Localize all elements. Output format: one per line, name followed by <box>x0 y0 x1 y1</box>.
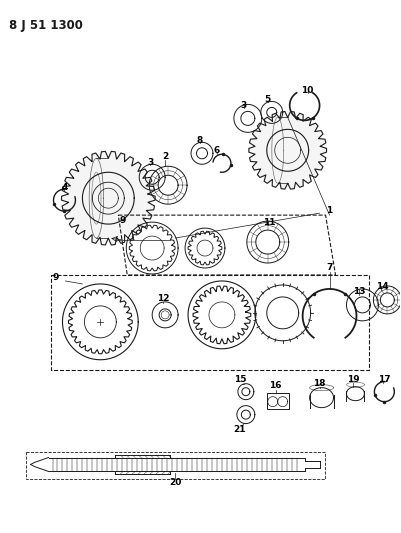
Text: 4: 4 <box>61 183 68 192</box>
Polygon shape <box>249 111 326 189</box>
Text: 10: 10 <box>302 86 314 95</box>
Text: 15: 15 <box>234 375 246 384</box>
Text: 20: 20 <box>169 478 181 487</box>
Text: 3: 3 <box>241 101 247 110</box>
Text: 16: 16 <box>269 381 282 390</box>
Text: 9: 9 <box>119 216 126 224</box>
Text: 17: 17 <box>378 375 391 384</box>
Text: 9: 9 <box>52 273 59 282</box>
Text: 11: 11 <box>263 217 276 227</box>
Text: 3: 3 <box>147 158 153 167</box>
Text: 8: 8 <box>197 136 203 145</box>
Text: 12: 12 <box>157 294 169 303</box>
Text: 13: 13 <box>353 287 366 296</box>
Text: 6: 6 <box>214 146 220 155</box>
Text: 7: 7 <box>326 263 333 272</box>
Text: 21: 21 <box>234 425 246 434</box>
Bar <box>26 452 324 479</box>
Polygon shape <box>61 151 155 245</box>
Text: 18: 18 <box>313 379 326 388</box>
Text: 19: 19 <box>347 375 360 384</box>
Text: 1: 1 <box>326 206 333 215</box>
Text: 5: 5 <box>265 95 271 104</box>
Text: 2: 2 <box>162 152 168 161</box>
Text: 8 J 51 1300: 8 J 51 1300 <box>9 19 83 31</box>
Text: 14: 14 <box>376 282 389 292</box>
Bar <box>267 393 289 409</box>
